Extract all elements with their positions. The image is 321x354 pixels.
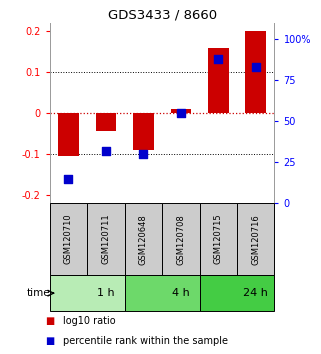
Bar xyxy=(125,203,162,275)
Text: GSM120710: GSM120710 xyxy=(64,214,73,264)
Point xyxy=(216,56,221,62)
Text: time: time xyxy=(27,288,50,298)
Bar xyxy=(125,275,200,311)
Bar xyxy=(58,113,79,156)
Title: GDS3433 / 8660: GDS3433 / 8660 xyxy=(108,9,217,22)
Bar xyxy=(50,203,87,275)
Bar xyxy=(87,203,125,275)
Text: 1 h: 1 h xyxy=(97,288,115,298)
Text: GSM120716: GSM120716 xyxy=(251,214,260,264)
Text: GSM120715: GSM120715 xyxy=(214,214,223,264)
Bar xyxy=(200,203,237,275)
Bar xyxy=(162,203,200,275)
Point xyxy=(141,151,146,157)
Bar xyxy=(246,31,266,113)
Text: percentile rank within the sample: percentile rank within the sample xyxy=(63,336,228,346)
Text: GSM120708: GSM120708 xyxy=(176,214,185,264)
Point xyxy=(103,148,108,154)
Bar xyxy=(96,113,116,131)
Point xyxy=(66,176,71,181)
Point xyxy=(253,64,258,70)
Text: 24 h: 24 h xyxy=(243,288,268,298)
Text: 4 h: 4 h xyxy=(172,288,190,298)
Text: ■: ■ xyxy=(45,316,55,326)
Bar xyxy=(170,109,191,113)
Text: GSM120711: GSM120711 xyxy=(101,214,110,264)
Bar xyxy=(237,203,274,275)
Bar xyxy=(208,47,229,113)
Bar xyxy=(200,275,274,311)
Text: GSM120648: GSM120648 xyxy=(139,214,148,264)
Bar xyxy=(50,275,125,311)
Bar xyxy=(133,113,154,150)
Text: log10 ratio: log10 ratio xyxy=(63,316,116,326)
Text: ■: ■ xyxy=(45,336,55,346)
Point xyxy=(178,110,183,116)
